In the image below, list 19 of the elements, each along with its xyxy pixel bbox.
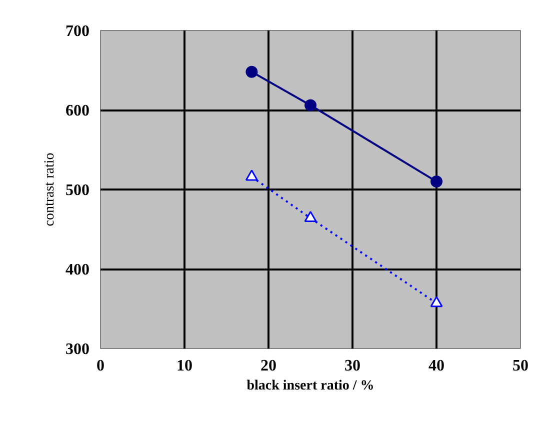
point bbox=[304, 99, 316, 112]
y-tick-label: 300 bbox=[66, 341, 90, 358]
x-tick-label: 50 bbox=[512, 358, 528, 374]
point bbox=[304, 211, 317, 222]
x-tick-label: 0 bbox=[96, 358, 104, 374]
point bbox=[430, 296, 443, 308]
point bbox=[245, 170, 258, 181]
y-axis-title: contrast ratio bbox=[42, 152, 58, 226]
x-tick-label: 10 bbox=[176, 358, 192, 374]
y-tick-label: 700 bbox=[66, 23, 90, 40]
point bbox=[430, 176, 442, 188]
y-tick-label: 400 bbox=[66, 262, 90, 278]
x-tick-label: 20 bbox=[260, 358, 276, 374]
x-axis-title: black insert ratio / % bbox=[246, 378, 374, 394]
y-tick-label: 600 bbox=[66, 102, 90, 120]
x-tick-label: 40 bbox=[428, 358, 444, 374]
x-tick-label: 30 bbox=[344, 358, 360, 374]
point bbox=[246, 66, 258, 78]
y-tick-label: 500 bbox=[66, 182, 90, 199]
